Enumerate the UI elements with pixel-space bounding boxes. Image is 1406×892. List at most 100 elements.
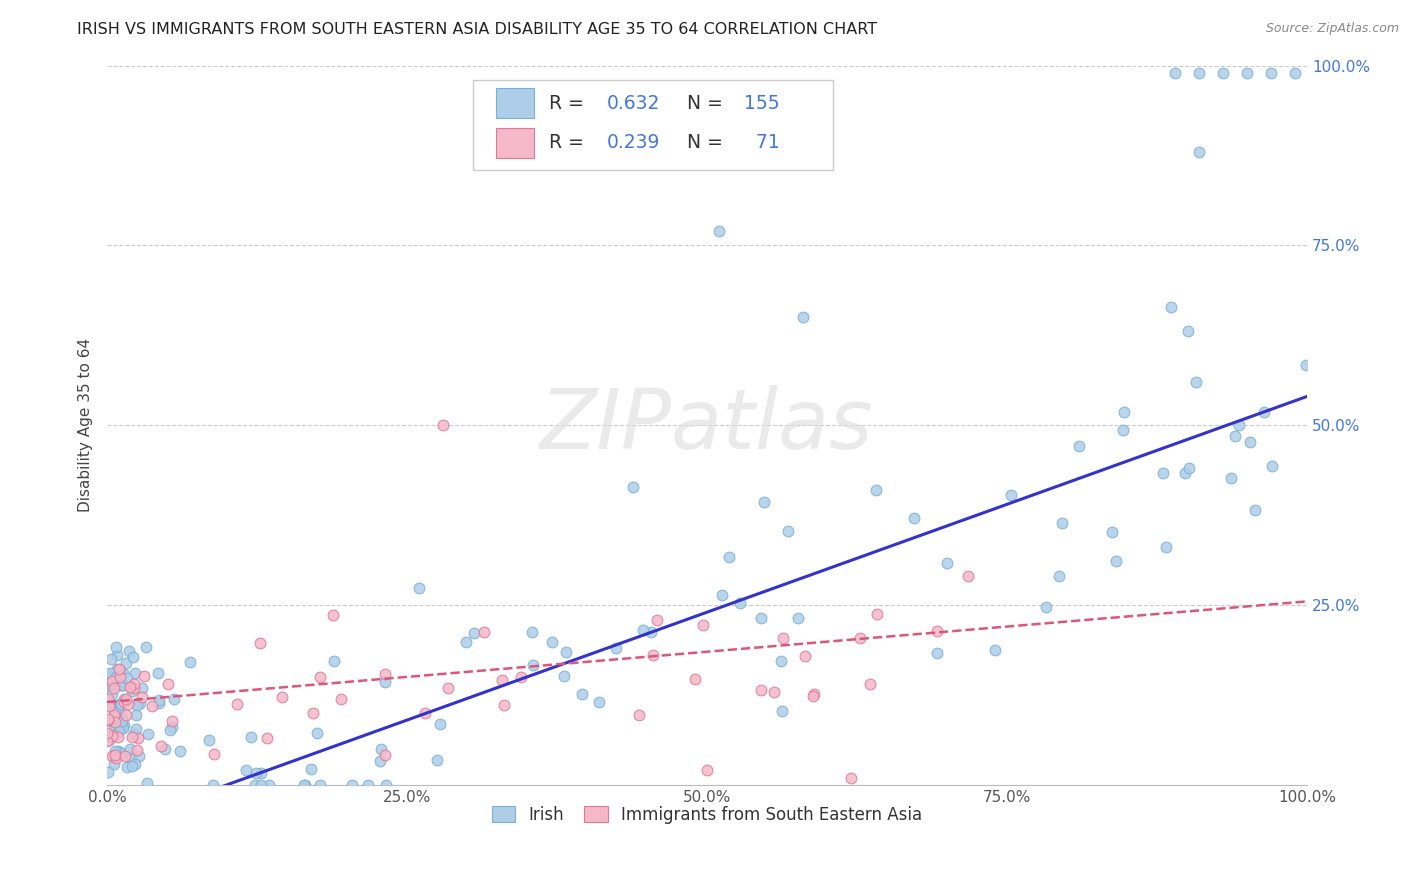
Point <box>245 766 267 780</box>
Point <box>112 694 135 708</box>
Point <box>125 707 148 722</box>
Point <box>122 650 145 665</box>
Point <box>97 765 120 780</box>
Point <box>1000 488 1022 502</box>
Point <box>718 550 741 565</box>
Point <box>104 706 127 721</box>
Point <box>136 776 159 790</box>
Point <box>121 759 143 773</box>
Point <box>96 667 118 681</box>
Point <box>1261 458 1284 473</box>
Point <box>640 624 662 639</box>
Point <box>271 690 294 704</box>
Point <box>1105 554 1128 568</box>
Point <box>509 670 531 684</box>
Point <box>692 618 714 632</box>
Point <box>792 310 814 325</box>
Point <box>114 749 136 764</box>
Text: 71: 71 <box>744 134 780 153</box>
Point <box>643 648 665 662</box>
Point <box>1152 466 1174 480</box>
Point <box>520 624 543 639</box>
Point <box>108 670 131 684</box>
Point <box>1160 300 1182 314</box>
Point <box>103 749 125 764</box>
Point <box>571 687 593 701</box>
Point <box>97 728 120 742</box>
Point <box>112 666 135 681</box>
Point <box>101 728 124 742</box>
Point <box>859 677 882 691</box>
Legend: Irish, Immigrants from South Eastern Asia: Irish, Immigrants from South Eastern Asi… <box>485 799 929 830</box>
Point <box>235 764 257 778</box>
Point <box>956 569 979 583</box>
Point <box>936 557 959 571</box>
Point <box>696 764 718 778</box>
Point <box>1114 405 1136 419</box>
Text: 0.239: 0.239 <box>606 134 659 153</box>
Point <box>100 674 122 689</box>
Point <box>1227 417 1250 432</box>
Point <box>413 706 436 720</box>
FancyBboxPatch shape <box>474 80 834 169</box>
Point <box>124 665 146 680</box>
Point <box>98 714 121 728</box>
Point <box>645 614 668 628</box>
Point <box>136 727 159 741</box>
Point <box>374 667 396 681</box>
Point <box>728 596 751 610</box>
Point <box>96 734 118 748</box>
Point <box>472 625 495 640</box>
Point <box>301 706 323 720</box>
Point <box>292 778 315 792</box>
Point <box>112 678 135 692</box>
Point <box>115 692 138 706</box>
Point <box>141 698 163 713</box>
Point <box>903 510 925 524</box>
Point <box>198 732 221 747</box>
Point <box>749 611 772 625</box>
Point <box>588 695 610 709</box>
Point <box>108 662 131 676</box>
Point <box>97 698 120 713</box>
Point <box>683 672 706 686</box>
Point <box>127 743 149 757</box>
Point <box>110 677 132 691</box>
Point <box>1185 375 1208 389</box>
Point <box>149 739 172 753</box>
Point <box>104 747 127 762</box>
Point <box>148 696 170 710</box>
Point <box>100 652 122 666</box>
Point <box>1284 66 1306 80</box>
Point <box>110 678 132 692</box>
Point <box>97 733 120 747</box>
Point <box>104 670 127 684</box>
Point <box>127 731 149 745</box>
Point <box>97 691 120 706</box>
Text: ZIPatlas: ZIPatlas <box>540 384 875 466</box>
Point <box>1178 461 1201 475</box>
Point <box>108 720 131 734</box>
Point <box>984 643 1007 657</box>
Point <box>127 698 149 713</box>
Point <box>307 726 329 740</box>
Point <box>156 677 179 691</box>
Point <box>103 681 125 695</box>
Point <box>120 681 142 695</box>
Point <box>621 480 644 494</box>
Point <box>330 691 353 706</box>
Point <box>323 654 346 668</box>
Point <box>429 716 451 731</box>
Point <box>925 624 948 639</box>
Point <box>1253 405 1275 419</box>
Point <box>1111 423 1133 437</box>
Point <box>801 689 824 703</box>
Point <box>108 663 131 677</box>
Text: IRISH VS IMMIGRANTS FROM SOUTH EASTERN ASIA DISABILITY AGE 35 TO 64 CORRELATION : IRISH VS IMMIGRANTS FROM SOUTH EASTERN A… <box>77 22 877 37</box>
Point <box>1101 524 1123 539</box>
Text: 155: 155 <box>744 94 780 112</box>
Point <box>340 778 363 792</box>
Point <box>1177 324 1199 338</box>
Point <box>97 713 120 727</box>
Text: R =: R = <box>548 94 589 112</box>
